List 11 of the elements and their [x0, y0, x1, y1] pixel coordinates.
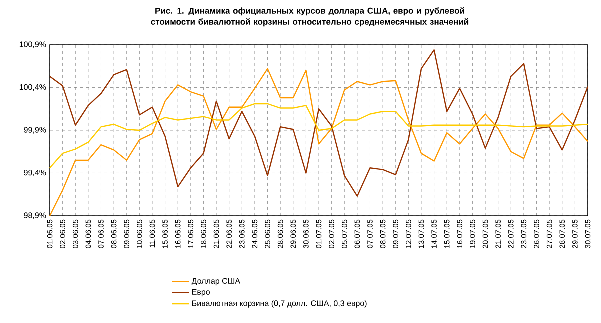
- chart-title: Рис. 1. Динамика официальных курсов доллара США, евро и рублевой стоимости бивалютной корзины относительно среднемесячных значений: [151, 8, 469, 27]
- legend-label: Евро: [192, 289, 210, 297]
- line-series: [49, 68, 589, 217]
- y-tick-label: 100,9%: [20, 42, 46, 48]
- legend-label: Доллар США: [192, 278, 240, 286]
- y-tick-label: 99,4%: [24, 170, 46, 177]
- y-tick-label: 100,4%: [20, 84, 46, 92]
- legend-label: Бивалютная корзина (0,7 долл. США, 0,3 евро): [192, 300, 367, 308]
- y-tick-label: 99,9%: [24, 127, 46, 134]
- y-tick-label: 98,9%: [24, 212, 46, 220]
- line-series: [49, 50, 589, 197]
